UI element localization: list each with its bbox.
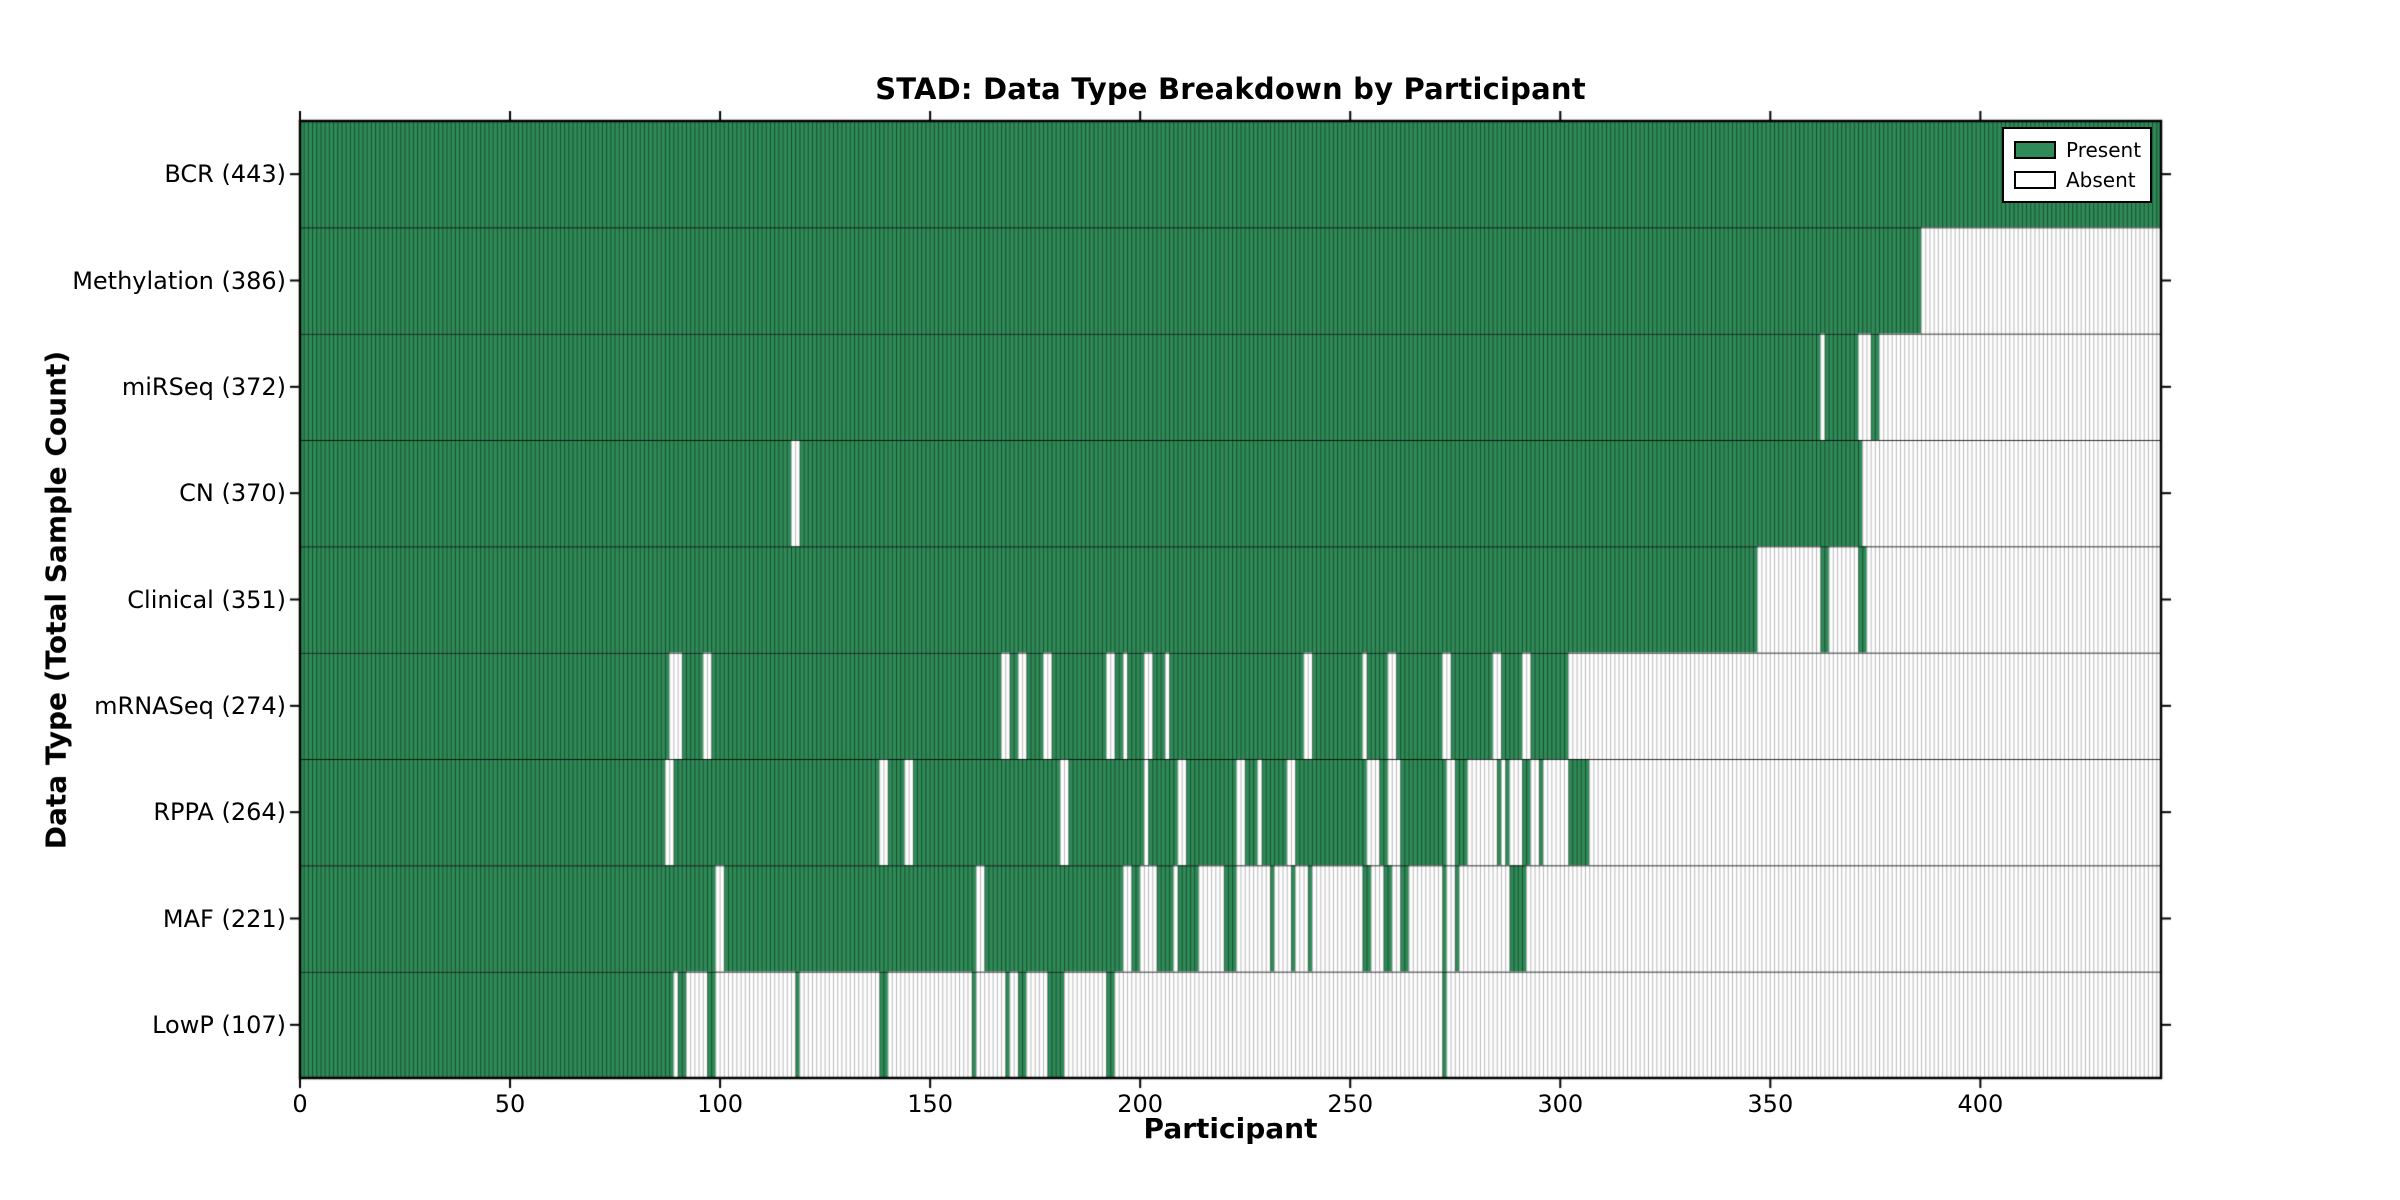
x-tick-label-150: 150 bbox=[907, 1090, 954, 1118]
chart-title: STAD: Data Type Breakdown by Participant bbox=[875, 72, 1586, 106]
y-tick-label-RPPA: RPPA (264) bbox=[153, 798, 286, 827]
y-tick-label-mRNASeq: mRNASeq (274) bbox=[94, 691, 286, 720]
x-tick-label-300: 300 bbox=[1537, 1090, 1584, 1118]
y-tick-label-CN: CN (370) bbox=[179, 479, 286, 508]
legend-item-present: Present bbox=[2014, 137, 2142, 163]
legend: Present Absent bbox=[2002, 127, 2152, 203]
x-tick-label-350: 350 bbox=[1747, 1090, 1794, 1118]
legend-present-swatch bbox=[2014, 141, 2056, 159]
legend-item-absent: Absent bbox=[2014, 167, 2140, 193]
x-tick-label-100: 100 bbox=[697, 1090, 743, 1118]
legend-absent-swatch bbox=[2014, 171, 2056, 189]
y-tick-label-BCR: BCR (443) bbox=[164, 160, 286, 189]
x-axis-label: Participant bbox=[1143, 1112, 1318, 1145]
x-tick-label-50: 50 bbox=[494, 1090, 526, 1118]
x-tick-label-0: 0 bbox=[292, 1090, 308, 1118]
legend-absent-label: Absent bbox=[2066, 168, 2136, 192]
y-tick-label-Clinical: Clinical (351) bbox=[127, 585, 286, 614]
x-tick-label-400: 400 bbox=[1957, 1090, 2004, 1118]
y-tick-label-LowP: LowP (107) bbox=[152, 1010, 286, 1039]
legend-present-label: Present bbox=[2066, 138, 2142, 162]
x-tick-label-250: 250 bbox=[1327, 1090, 1374, 1118]
x-tick-label-200: 200 bbox=[1117, 1090, 1164, 1118]
y-tick-label-miRSeq: miRSeq (372) bbox=[121, 372, 286, 401]
y-tick-label-MAF: MAF (221) bbox=[162, 904, 286, 933]
y-tick-label-Methylation: Methylation (386) bbox=[72, 266, 286, 295]
